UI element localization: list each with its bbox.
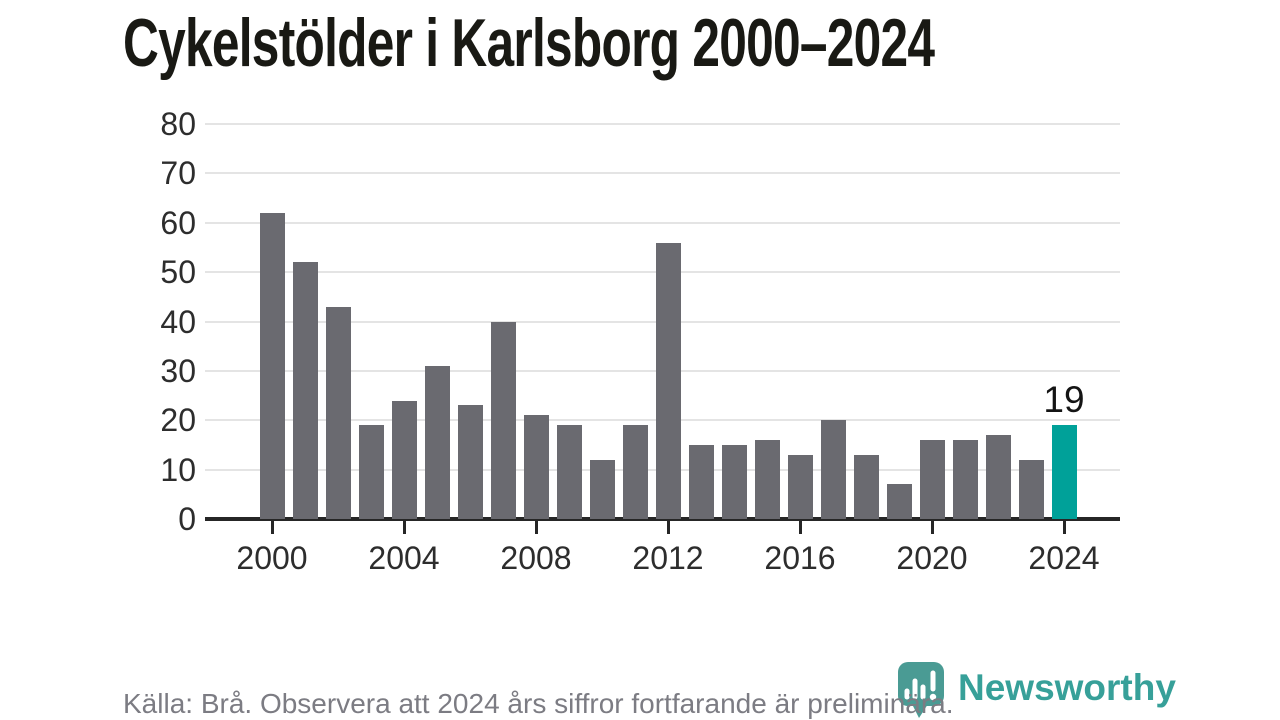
newsworthy-pin-barchart-icon <box>898 662 944 718</box>
x-tick-2024 <box>1062 521 1066 534</box>
bar-2014 <box>721 444 747 519</box>
bar-2007 <box>490 321 516 519</box>
bar-2006 <box>457 405 483 519</box>
bar-2004 <box>391 400 417 519</box>
bar-2003 <box>358 425 384 519</box>
x-tick-2016 <box>798 521 802 534</box>
bar-2016 <box>787 454 813 519</box>
y-tick-label-70: 70 <box>160 155 196 192</box>
bar-2009 <box>556 425 582 519</box>
y-tick-label-10: 10 <box>160 451 196 488</box>
bar-2023 <box>1018 459 1044 519</box>
bar-2005 <box>424 365 450 519</box>
bar-2008 <box>523 415 549 519</box>
y-tick-label-40: 40 <box>160 303 196 340</box>
gridline-70 <box>205 172 1120 175</box>
bar-2020 <box>919 440 945 519</box>
bar-2012 <box>655 242 681 519</box>
highlight-value-label: 19 <box>1043 379 1085 421</box>
bar-2010 <box>589 459 615 519</box>
bar-2011 <box>622 425 648 519</box>
x-tick-2000 <box>270 521 274 534</box>
bar-2002 <box>325 306 351 519</box>
x-tick-label-2016: 2016 <box>764 540 836 576</box>
x-axis-line <box>205 517 1120 521</box>
bar-2001 <box>292 262 318 519</box>
x-tick-2012 <box>666 521 670 534</box>
x-tick-2008 <box>534 521 538 534</box>
x-tick-label-2020: 2020 <box>896 540 968 576</box>
x-tick-label-2012: 2012 <box>632 540 704 576</box>
bar-2013 <box>688 444 714 519</box>
bar-2018 <box>853 454 879 519</box>
bar-2019 <box>886 484 912 519</box>
y-tick-label-80: 80 <box>160 106 196 142</box>
y-tick-label-20: 20 <box>160 402 196 439</box>
newsworthy-wordmark: Newsworthy <box>958 667 1176 708</box>
x-tick-2020 <box>930 521 934 534</box>
x-tick-2004 <box>402 521 406 534</box>
bar-2017 <box>820 420 846 519</box>
gridline-80 <box>205 123 1120 125</box>
y-tick-label-0: 0 <box>178 501 196 537</box>
bar-2021 <box>952 440 978 519</box>
bar-2000 <box>259 212 285 519</box>
x-tick-label-2000: 2000 <box>236 540 308 576</box>
bar-2015 <box>754 440 780 519</box>
y-tick-label-30: 30 <box>160 352 196 389</box>
bar-2022 <box>985 435 1011 519</box>
x-tick-label-2008: 2008 <box>500 540 572 576</box>
source-note: Källa: Brå. Observera att 2024 års siffr… <box>123 688 954 719</box>
x-tick-label-2004: 2004 <box>368 540 440 576</box>
chart-title: Cykelstölder i Karlsborg 2000–2024 <box>123 5 935 81</box>
y-tick-label-50: 50 <box>160 254 196 291</box>
bar-2024 <box>1051 425 1077 519</box>
plot-area <box>205 123 1120 521</box>
newsworthy-logo: Newsworthy <box>897 661 1176 719</box>
gridline-60 <box>205 221 1120 224</box>
y-tick-label-60: 60 <box>160 204 196 241</box>
x-tick-label-2024: 2024 <box>1028 540 1100 576</box>
